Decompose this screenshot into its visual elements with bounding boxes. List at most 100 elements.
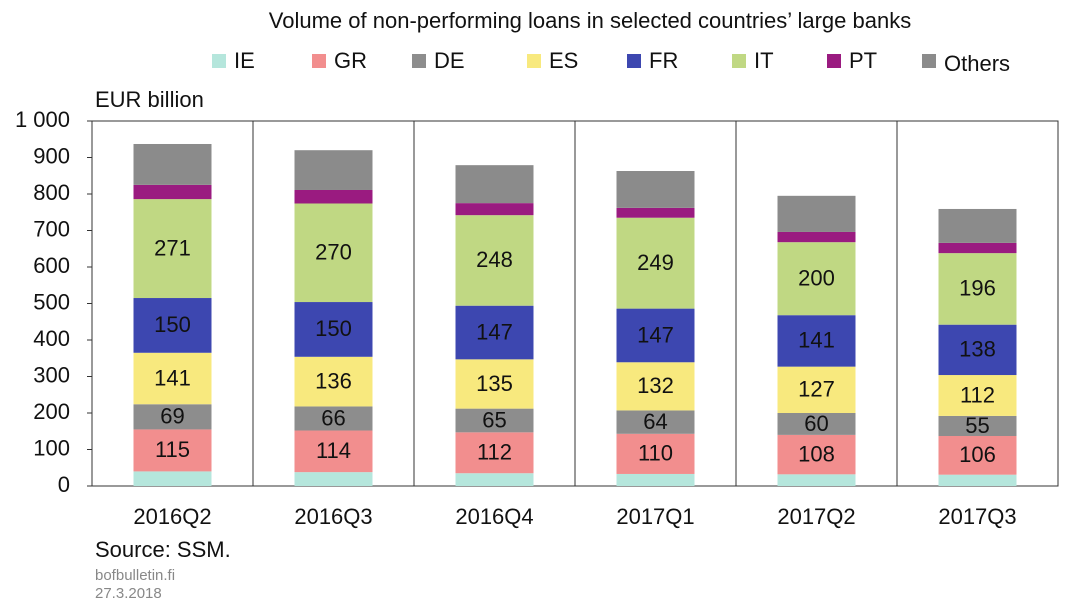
- bar-segment: [777, 413, 856, 435]
- x-tick-label: 2016Q4: [455, 504, 533, 529]
- data-label: 112: [960, 382, 995, 407]
- data-label: 248: [476, 247, 513, 272]
- y-tick-label: 900: [33, 143, 70, 168]
- bar-segment: [133, 298, 212, 353]
- date: 27.3.2018: [95, 585, 162, 602]
- bar-segment: [455, 215, 534, 306]
- y-tick-label: 200: [33, 399, 70, 424]
- bar-segment: [455, 359, 534, 409]
- bar-segment: [938, 415, 1017, 436]
- x-tick-label: 2017Q3: [938, 504, 1016, 529]
- bar-segment: [938, 474, 1017, 486]
- y-tick-label: 500: [33, 289, 70, 314]
- data-label: 64: [643, 409, 667, 434]
- data-label: 55: [965, 413, 989, 438]
- bar-segment: [938, 435, 1017, 475]
- data-label: 200: [798, 265, 835, 290]
- data-label: 150: [315, 316, 352, 341]
- y-tick-label: 0: [58, 472, 70, 497]
- legend-label: Others: [944, 51, 1010, 76]
- bar-segment: [133, 352, 212, 405]
- y-tick-label: 400: [33, 326, 70, 351]
- bar-segment: [294, 203, 373, 303]
- legend-swatch: [627, 54, 641, 68]
- bar-segment: [133, 471, 212, 486]
- bar-segment: [938, 208, 1017, 243]
- bar-segment: [777, 474, 856, 486]
- chart-title: Volume of non-performing loans in select…: [269, 8, 911, 33]
- bar-segment: [133, 143, 212, 185]
- data-label: 106: [959, 442, 996, 467]
- legend-label: ES: [549, 48, 578, 73]
- bar-segment: [294, 356, 373, 407]
- data-label: 147: [476, 319, 513, 344]
- bar-segment: [294, 406, 373, 431]
- bar-segment: [777, 366, 856, 413]
- bar-segment: [455, 203, 534, 216]
- legend-label: IE: [234, 48, 255, 73]
- y-tick-label: 300: [33, 362, 70, 387]
- bar-segment: [777, 242, 856, 316]
- data-label: 196: [959, 276, 996, 301]
- data-label: 135: [476, 371, 513, 396]
- data-label: 114: [316, 438, 351, 463]
- source: Source: SSM.: [95, 537, 231, 562]
- legend-swatch: [732, 54, 746, 68]
- data-label: 136: [315, 368, 352, 393]
- site: bofbulletin.fi: [95, 567, 175, 584]
- data-label: 60: [804, 411, 828, 436]
- bar-segment: [616, 217, 695, 309]
- bar-segment: [133, 429, 212, 472]
- data-label: 115: [155, 437, 190, 462]
- data-label: 270: [315, 240, 352, 265]
- y-tick-label: 1 000: [15, 107, 70, 132]
- bar-segment: [294, 189, 373, 204]
- data-label: 147: [637, 322, 674, 347]
- bar-segment: [616, 207, 695, 218]
- bar-segment: [777, 231, 856, 243]
- bar-segment: [777, 434, 856, 475]
- data-label: 271: [154, 235, 191, 260]
- legend-swatch: [527, 54, 541, 68]
- bar-segment: [133, 184, 212, 200]
- bar-segment: [455, 305, 534, 360]
- x-tick-label: 2016Q2: [133, 504, 211, 529]
- data-label: 65: [482, 407, 506, 432]
- legend-swatch: [922, 54, 936, 68]
- bar-segment: [455, 473, 534, 486]
- bar-segment: [616, 473, 695, 486]
- legend-label: PT: [849, 48, 877, 73]
- data-label: 138: [959, 337, 996, 362]
- legend-swatch: [312, 54, 326, 68]
- legend-swatch: [212, 54, 226, 68]
- data-label: 127: [798, 377, 835, 402]
- y-tick-label: 100: [33, 435, 70, 460]
- bar-segment: [133, 404, 212, 430]
- data-label: 108: [798, 441, 835, 466]
- bar-segment: [616, 362, 695, 411]
- bar-segment: [616, 171, 695, 208]
- bar-segment: [294, 472, 373, 486]
- bar-segment: [777, 195, 856, 232]
- bar-segment: [294, 302, 373, 357]
- data-label: 141: [154, 365, 191, 390]
- bar-segment: [938, 253, 1017, 325]
- x-tick-label: 2016Q3: [294, 504, 372, 529]
- x-tick-label: 2017Q1: [616, 504, 694, 529]
- bar-segment: [455, 432, 534, 474]
- data-label: 141: [798, 328, 835, 353]
- bar-segment: [133, 199, 212, 299]
- data-label: 110: [638, 441, 673, 466]
- bar-segment: [294, 150, 373, 190]
- legend-label: DE: [434, 48, 465, 73]
- legend-label: FR: [649, 48, 678, 73]
- legend-label: IT: [754, 48, 774, 73]
- bar-segment: [938, 242, 1017, 254]
- bar-segment: [616, 433, 695, 474]
- data-label: 132: [637, 373, 674, 398]
- data-label: 66: [321, 405, 345, 430]
- bar-segment: [938, 324, 1017, 376]
- y-tick-label: 800: [33, 180, 70, 205]
- legend-swatch: [827, 54, 841, 68]
